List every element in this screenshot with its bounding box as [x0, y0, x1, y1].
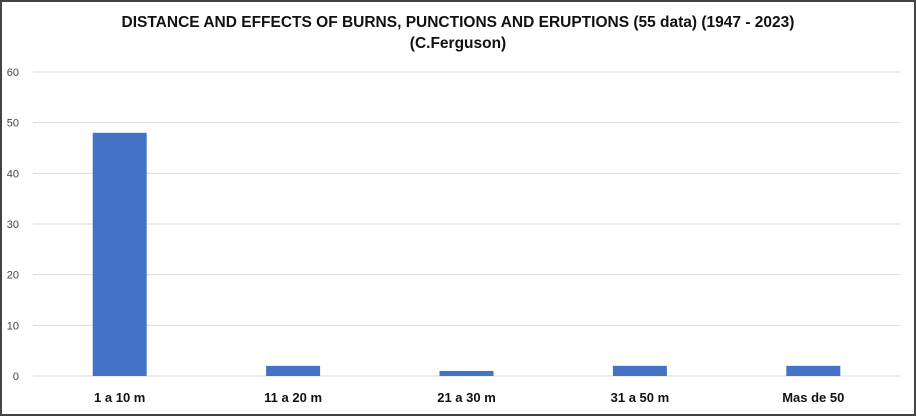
bar-5 [786, 365, 841, 376]
chart-subtitle: (C.Ferguson) [409, 35, 507, 52]
y-tick-label: 60 [7, 67, 19, 79]
y-tick-label: 30 [7, 219, 19, 231]
x-category-label: 1 a 10 m [94, 390, 145, 405]
bar-2 [266, 365, 321, 376]
chart-title: DISTANCE AND EFFECTS OF BURNS, PUNCTIONS… [121, 14, 795, 31]
bar-4 [612, 365, 667, 376]
y-tick-label: 10 [7, 320, 19, 332]
y-tick-label: 20 [7, 270, 19, 282]
bar-1 [92, 132, 147, 376]
y-tick-label: 0 [13, 371, 19, 383]
chart-title-block: DISTANCE AND EFFECTS OF BURNS, PUNCTIONS… [0, 12, 916, 54]
y-tick-label: 40 [7, 168, 19, 180]
x-category-label: 21 a 30 m [437, 390, 496, 405]
bar-3 [439, 370, 494, 376]
x-category-label: Mas de 50 [782, 390, 844, 405]
x-category-label: 11 a 20 m [264, 390, 322, 405]
y-tick-label: 50 [7, 118, 19, 130]
x-category-label: 31 a 50 m [611, 390, 670, 405]
